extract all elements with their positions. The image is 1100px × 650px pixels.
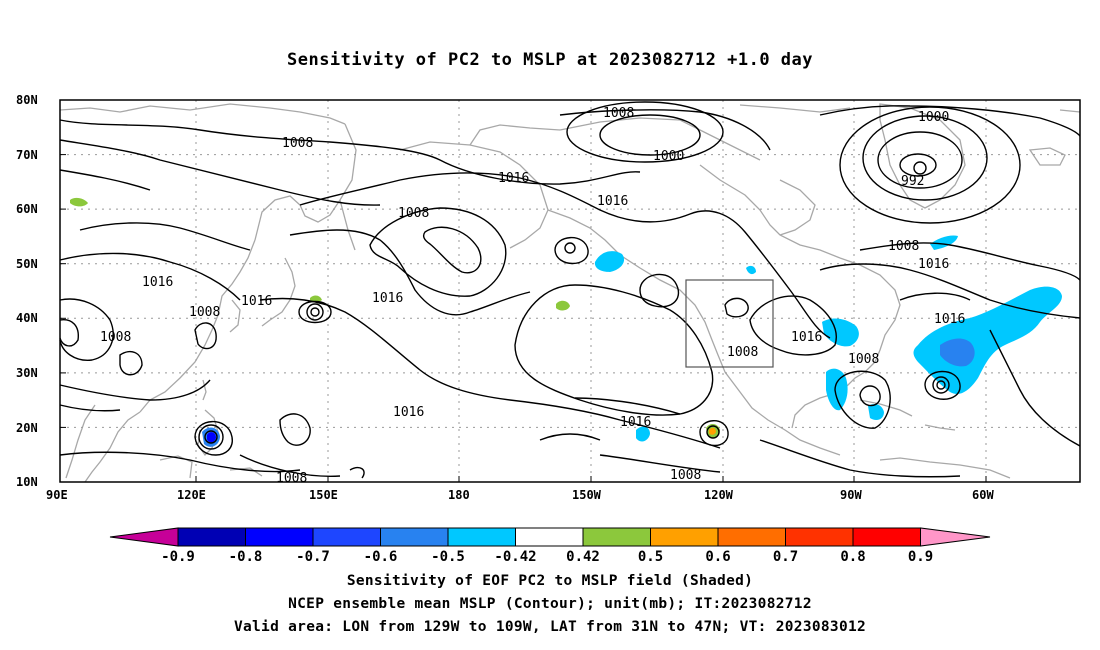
- shade-patch: [310, 295, 322, 303]
- colorbar-bin: [650, 527, 719, 547]
- contour-label: 1008: [282, 136, 313, 151]
- lat-label-80n: 80N: [16, 93, 38, 107]
- lon-label-60w: 60W: [972, 488, 994, 502]
- lat-label-70n: 70N: [16, 148, 38, 162]
- lat-label-50n: 50N: [16, 257, 38, 271]
- shade-patch: [709, 427, 716, 435]
- contour-label: 1000: [653, 149, 684, 164]
- shade-patch: [826, 368, 848, 411]
- colorbar-bin: [447, 527, 516, 547]
- lon-label-150w: 150W: [572, 488, 602, 502]
- lat-label-30n: 30N: [16, 366, 38, 380]
- contour-label: 1008: [276, 471, 307, 486]
- lon-label-180: 180: [448, 488, 470, 502]
- colorbar-bin: [717, 527, 786, 547]
- colorbar-bin: [515, 527, 584, 547]
- colorbar-tick-label: 0.6: [705, 549, 730, 565]
- lat-label-10n: 10N: [16, 475, 38, 489]
- lat-label-60n: 60N: [16, 202, 38, 216]
- valid-area-box: [685, 279, 774, 368]
- contour-label: 1008: [848, 352, 879, 367]
- shade-patch: [868, 404, 884, 420]
- lon-label-90e: 90E: [46, 488, 68, 502]
- colorbar-tick-label: -0.9: [161, 549, 195, 565]
- colorbar-bin: [380, 527, 449, 547]
- contour-label: 1016: [934, 312, 965, 327]
- caption-valid-area: Valid area: LON from 129W to 109W, LAT f…: [233, 619, 867, 635]
- contour-label: 992: [901, 174, 924, 189]
- caption-contour: NCEP ensemble mean MSLP (Contour); unit(…: [288, 596, 812, 612]
- shade-patch: [636, 426, 650, 442]
- shade-patch: [822, 318, 859, 347]
- sensitivity-shading: [70, 197, 1062, 447]
- shade-patch: [930, 235, 958, 250]
- contour-label: 1008: [398, 206, 429, 221]
- contour-label: 1008: [727, 345, 758, 360]
- colorbar-bin: [785, 527, 854, 547]
- caption-shaded: Sensitivity of EOF PC2 to MSLP field (Sh…: [346, 573, 754, 589]
- contour-label: 1016: [142, 275, 173, 290]
- colorbar-bin: [312, 527, 381, 547]
- lat-label-20n: 20N: [16, 421, 38, 435]
- contour-label: 1008: [603, 106, 634, 121]
- colorbar-tick-label: -0.5: [431, 549, 465, 565]
- shade-patch: [556, 300, 570, 311]
- contour-label: 1008: [189, 305, 220, 320]
- contour-label: 1008: [888, 239, 919, 254]
- contour-label: 1008: [100, 330, 131, 345]
- contour-label: 1016: [393, 405, 424, 420]
- contour-label: 1016: [791, 330, 822, 345]
- map-title: Sensitivity of PC2 to MSLP at 2023082712…: [286, 50, 813, 70]
- lon-label-150e: 150E: [309, 488, 338, 502]
- contour-labels: 1008 1000 1000 992 1008 1016 1016 1008 1…: [100, 106, 965, 486]
- latitude-labels: 80N 70N 60N 50N 40N 30N 20N 10N: [16, 93, 38, 489]
- shade-patch: [940, 338, 975, 367]
- mslp-contours: [59, 101, 1081, 479]
- shade-patch: [594, 251, 625, 272]
- contour-label: 1016: [918, 257, 949, 272]
- shade-patch: [70, 197, 88, 207]
- colorbar-bin: [852, 527, 921, 547]
- shade-patch: [913, 286, 1062, 395]
- contour-label: 1016: [241, 294, 272, 309]
- colorbar-tick-label: -0.6: [364, 549, 398, 565]
- colorbar-tick-label: -0.8: [229, 549, 263, 565]
- colorbar: -0.9 -0.8 -0.7 -0.6 -0.5 -0.42 0.42 0.5 …: [109, 527, 991, 565]
- contour-label: 1016: [620, 415, 651, 430]
- colorbar-bin: [582, 527, 651, 547]
- lon-label-120e: 120E: [177, 488, 206, 502]
- colorbar-tick-label: 0.7: [773, 549, 798, 565]
- colorbar-low-arrow: [109, 527, 179, 547]
- colorbar-tick-label: 0.9: [908, 549, 933, 565]
- contour-label: 1016: [372, 291, 403, 306]
- contour-label: 1008: [670, 468, 701, 483]
- axis-ticks: [60, 99, 987, 483]
- contour-label: 1016: [498, 171, 529, 186]
- colorbar-tick-label: 0.5: [638, 549, 663, 565]
- lat-label-40n: 40N: [16, 311, 38, 325]
- colorbar-tick-label: 0.8: [840, 549, 865, 565]
- colorbar-tick-label: -0.7: [296, 549, 330, 565]
- colorbar-tick-label: -0.42: [494, 549, 536, 565]
- contour-label: 1016: [597, 194, 628, 209]
- colorbar-high-arrow: [920, 527, 991, 547]
- colorbar-tick-label: 0.42: [566, 549, 600, 565]
- colorbar-bin: [177, 527, 246, 547]
- longitude-labels: 90E 120E 150E 180 150W 120W 90W 60W: [46, 488, 994, 502]
- colorbar-bin: [245, 527, 314, 547]
- map-frame: [59, 99, 1081, 483]
- contour-label: 1000: [918, 110, 949, 125]
- lon-label-90w: 90W: [840, 488, 862, 502]
- shade-patch: [207, 432, 216, 443]
- shade-patch: [746, 265, 756, 275]
- lon-label-120w: 120W: [704, 488, 734, 502]
